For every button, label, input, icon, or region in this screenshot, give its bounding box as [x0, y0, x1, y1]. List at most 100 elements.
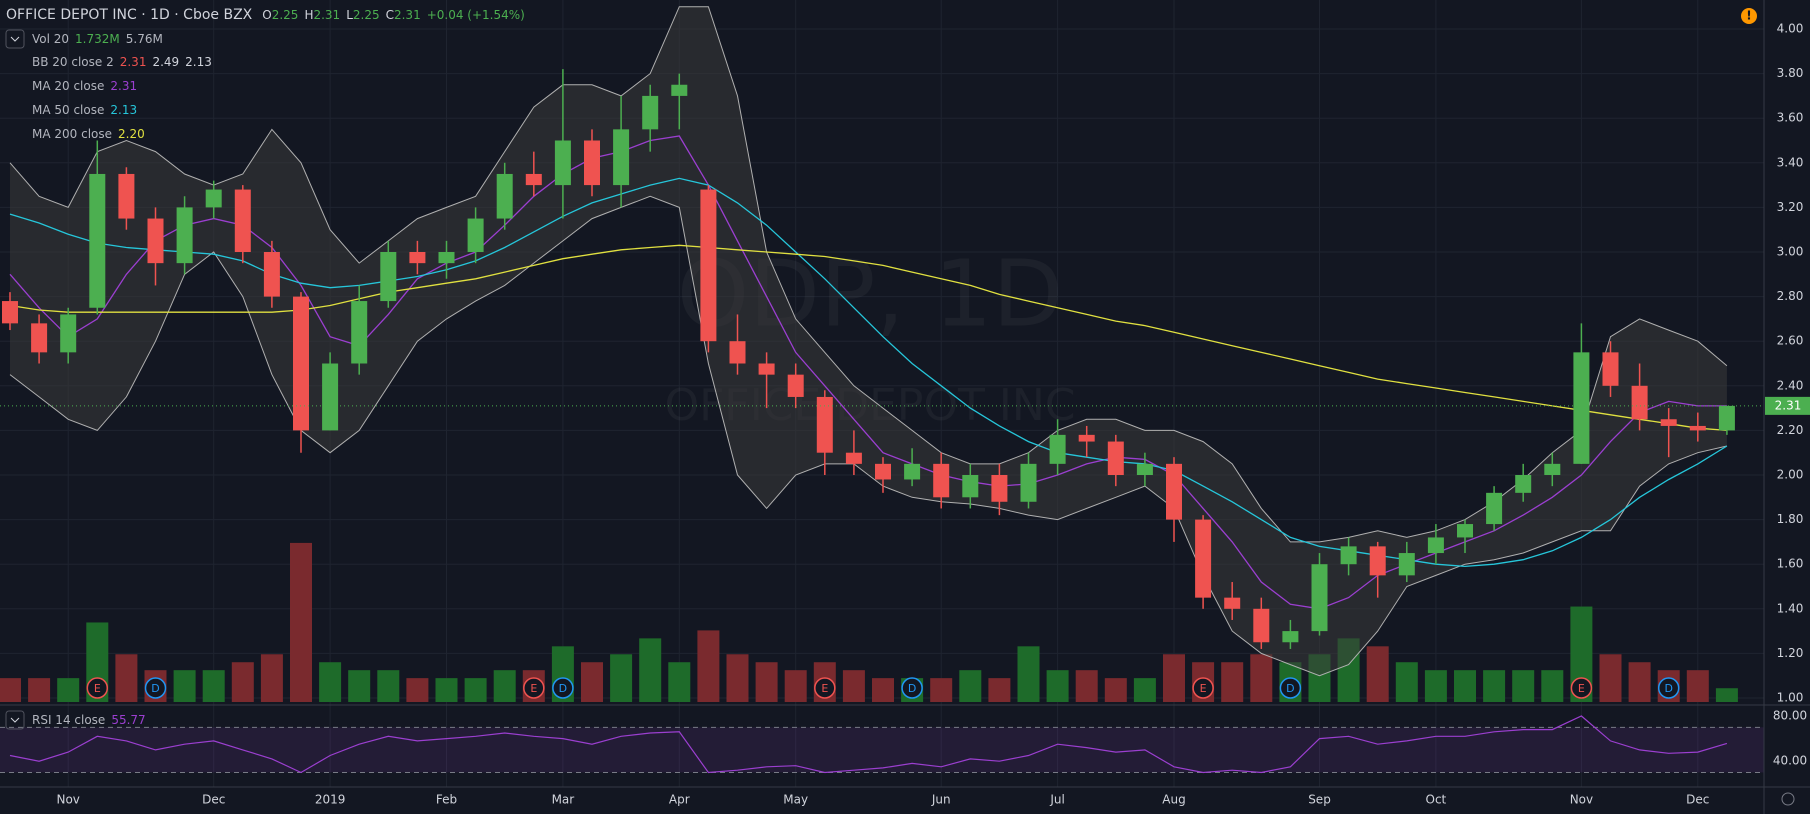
candle-body — [1311, 564, 1328, 632]
candle-body — [409, 252, 426, 264]
candle-body — [787, 374, 804, 397]
x-tick-label: Sep — [1308, 793, 1331, 807]
candle-body — [496, 173, 513, 219]
legend-value: 1.732M — [75, 32, 120, 46]
volume-bar — [726, 654, 749, 702]
settings-icon[interactable] — [1781, 792, 1795, 806]
volume-bar — [842, 670, 865, 702]
candle-body — [613, 129, 630, 186]
candle-body — [263, 252, 280, 297]
candle-body — [467, 218, 484, 252]
candle-body — [1486, 492, 1503, 525]
volume-bar — [406, 678, 429, 702]
legend-row: RSI 14 close 55.77 — [32, 713, 146, 727]
legend-value: 2.20 — [118, 127, 145, 141]
candle-body — [1136, 463, 1153, 475]
volume-bar — [1075, 670, 1098, 702]
event-marker — [523, 677, 545, 699]
volume-bar — [959, 670, 982, 702]
volume-bar — [784, 670, 807, 702]
candle-body — [176, 207, 193, 264]
axes: 1.00 1.20 1.40 1.60 1.80 2.00 2.20 2.40 2.60 2.80… — [56, 22, 1807, 807]
volume-bar — [1163, 654, 1185, 702]
volume-bar — [1017, 646, 1040, 702]
legend-value: 55.77 — [111, 713, 145, 727]
ohlc-value: 2.25 — [353, 8, 380, 22]
candle-body — [1166, 463, 1182, 520]
y-tick-label: 1.60 — [1777, 557, 1804, 571]
x-tick-label: Jul — [1049, 793, 1064, 807]
header: OFFICE DEPOT INC · 1D · Cboe BZX O2.25 H2.… — [6, 7, 525, 23]
y-tick-label: 2.80 — [1777, 289, 1804, 303]
collapse-button[interactable] — [5, 29, 25, 49]
chevron — [10, 36, 20, 42]
collapse-button[interactable] — [5, 710, 25, 730]
y-tick-label: 2.40 — [1777, 378, 1804, 392]
event-label: E — [821, 682, 828, 695]
y-tick-label: 1.40 — [1777, 601, 1804, 615]
candle-body — [1107, 441, 1124, 475]
volume-bar — [1715, 688, 1738, 702]
candle-body — [642, 95, 659, 130]
x-tick-label: Oct — [1426, 793, 1447, 807]
legend-name: MA 200 close — [32, 127, 112, 141]
ohlc-value: 2.25 — [272, 8, 299, 22]
ohlc-key: C — [386, 8, 394, 22]
candle-body — [875, 463, 891, 480]
legend-row: MA 200 close 2.20 — [32, 127, 145, 141]
legend-name: BB 20 close 2 — [32, 55, 114, 69]
volume-bar — [610, 654, 633, 702]
candle-body — [1020, 463, 1037, 502]
event-marker — [144, 677, 167, 699]
candle-body — [933, 463, 950, 498]
candle-body — [322, 363, 339, 431]
candle-body — [1369, 546, 1386, 576]
volume-bar — [988, 678, 1011, 702]
chevron — [10, 717, 20, 723]
x-tick-label: Apr — [669, 793, 690, 807]
volume-bar — [493, 670, 516, 702]
volume-bar — [231, 662, 254, 702]
symbol-title: OFFICE DEPOT INC · 1D · Cboe BZX — [6, 7, 253, 23]
event-marker — [552, 677, 574, 699]
candle-body — [380, 252, 397, 302]
y-tick-label: 3.00 — [1777, 245, 1804, 259]
candle-body — [1515, 475, 1532, 493]
legend-name: Vol 20 — [32, 32, 69, 46]
event-marker — [901, 677, 923, 699]
volume-bar — [1512, 670, 1535, 702]
x-tick-label: 2019 — [315, 793, 346, 807]
candle-body — [1457, 524, 1473, 538]
volume-bar — [115, 654, 138, 702]
volume-bar — [1686, 670, 1709, 702]
x-tick-label: Dec — [1686, 793, 1709, 807]
candle-body — [758, 363, 775, 375]
legend-value: 5.76M — [126, 32, 163, 46]
y-tick-label: 3.60 — [1777, 111, 1804, 125]
event-marker — [86, 677, 109, 699]
bollinger-upper — [9, 6, 1728, 543]
candle-body — [205, 189, 222, 208]
alert-icon[interactable] — [1741, 8, 1757, 24]
legend-name: RSI 14 close — [32, 713, 105, 727]
candle-body — [1427, 537, 1444, 554]
candle-body — [816, 396, 833, 453]
y-tick-label: 4.00 — [1777, 22, 1804, 36]
candle-body — [1689, 425, 1706, 431]
legend-row: Vol 20 1.732M 5.76M — [32, 32, 163, 46]
x-tick-label: Aug — [1162, 793, 1185, 807]
volume-bar — [1366, 646, 1389, 702]
volume-bar — [1454, 670, 1476, 702]
event-label: D — [559, 682, 567, 695]
y-tick-label: 1.20 — [1777, 646, 1804, 660]
ohlc-key: O — [262, 8, 271, 22]
y-tick-label: 3.20 — [1777, 200, 1804, 214]
candle-body — [700, 189, 717, 342]
change: +0.04 (+1.54%) — [427, 8, 525, 22]
volume-bar — [57, 678, 80, 702]
legend-value: 2.13 — [110, 103, 137, 117]
x-tick-label: Mar — [552, 793, 575, 807]
x-tick-label: Nov — [1570, 793, 1593, 807]
